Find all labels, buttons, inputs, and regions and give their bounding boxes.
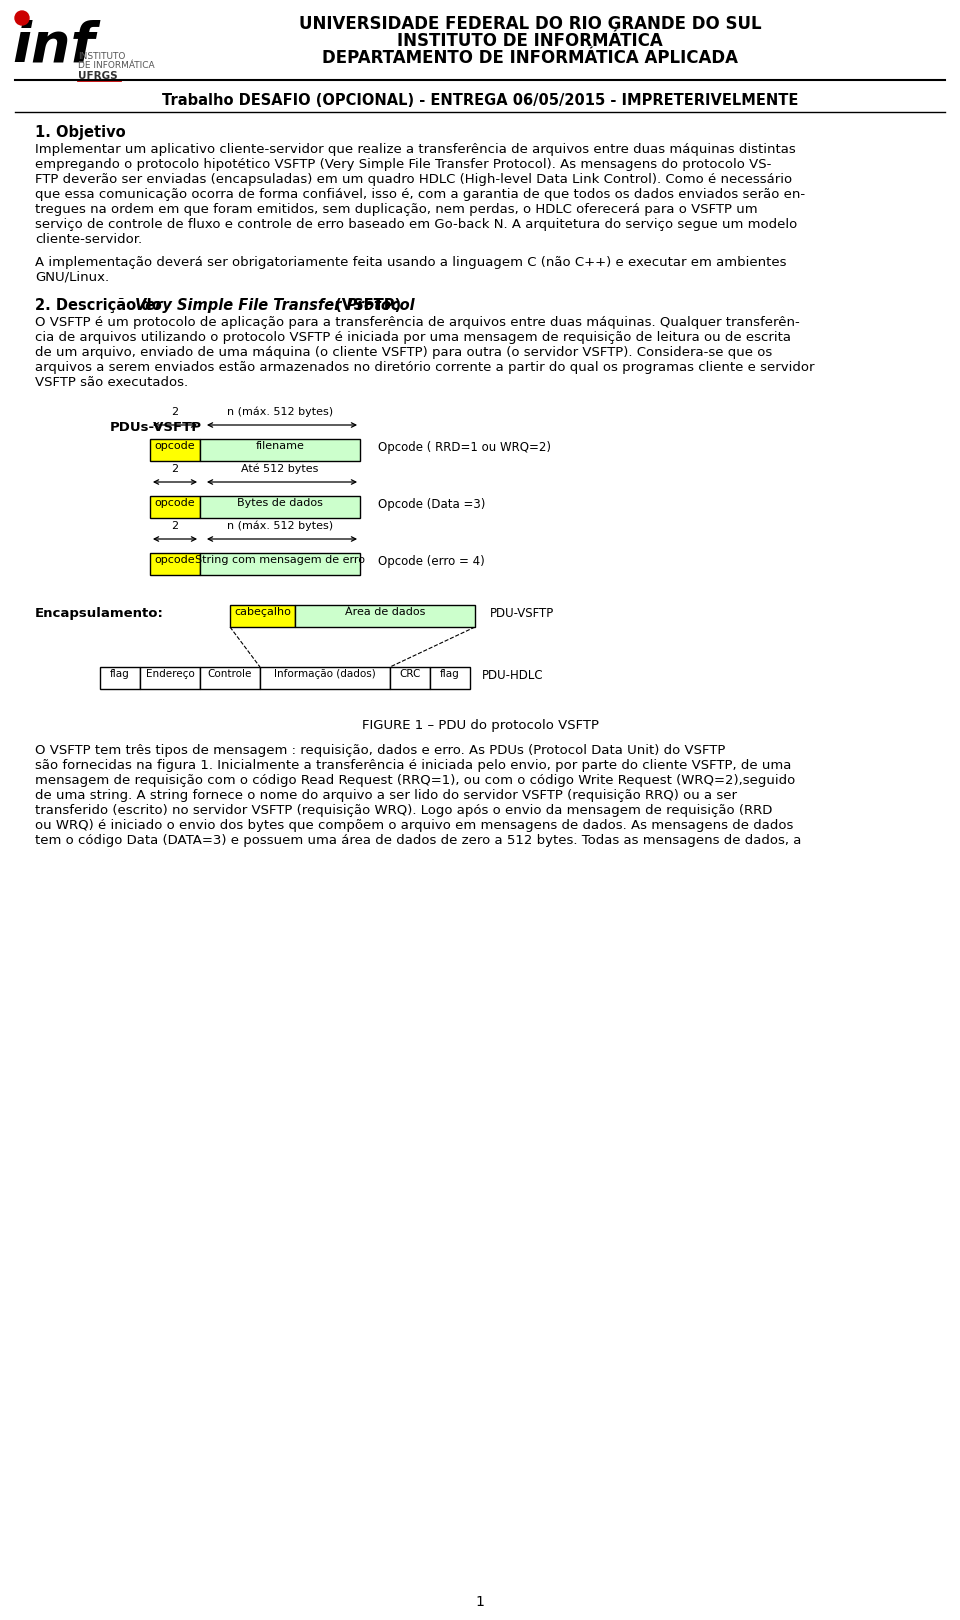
Text: Até 512 bytes: Até 512 bytes — [241, 463, 319, 475]
Text: Área de dados: Área de dados — [345, 608, 425, 617]
Text: cliente-servidor.: cliente-servidor. — [35, 233, 142, 246]
Bar — [140, 667, 200, 688]
Text: cabeçalho: cabeçalho — [234, 608, 291, 617]
Text: Informação (dados): Informação (dados) — [275, 669, 376, 679]
Text: que essa comunicação ocorra de forma confiável, isso é, com a garantia de que to: que essa comunicação ocorra de forma con… — [35, 188, 805, 201]
Text: filename: filename — [255, 441, 304, 450]
Bar — [100, 667, 140, 688]
Bar — [150, 439, 200, 462]
Bar — [150, 496, 200, 518]
Text: tregues na ordem em que foram emitidos, sem duplicação, nem perdas, o HDLC ofere: tregues na ordem em que foram emitidos, … — [35, 202, 757, 215]
Text: String com mensagem de erro: String com mensagem de erro — [195, 556, 365, 565]
Text: Implementar um aplicativo cliente-servidor que realize a transferência de arquiv: Implementar um aplicativo cliente-servid… — [35, 143, 796, 156]
Text: arquivos a serem enviados estão armazenados no diretório corrente a partir do qu: arquivos a serem enviados estão armazena… — [35, 361, 814, 374]
Text: opcode: opcode — [155, 497, 195, 509]
Text: 2: 2 — [172, 407, 179, 416]
Bar — [200, 552, 360, 575]
Bar — [200, 667, 260, 688]
Text: 1. Objetivo: 1. Objetivo — [35, 125, 126, 139]
Text: transferido (escrito) no servidor VSFTP (requisição WRQ). Logo após o envio da m: transferido (escrito) no servidor VSFTP … — [35, 804, 773, 816]
Bar — [230, 604, 295, 627]
Text: Opcode ( RRD=1 ou WRQ=2): Opcode ( RRD=1 ou WRQ=2) — [378, 441, 551, 454]
Text: Controle: Controle — [207, 669, 252, 679]
Text: flag: flag — [440, 669, 460, 679]
Text: PDU-HDLC: PDU-HDLC — [482, 669, 543, 682]
Text: Opcode (erro = 4): Opcode (erro = 4) — [378, 556, 485, 569]
Text: 1: 1 — [475, 1596, 485, 1609]
Text: Very Simple File Transfer Protocol: Very Simple File Transfer Protocol — [135, 298, 415, 313]
Bar — [430, 667, 470, 688]
Text: são fornecidas na figura 1. Inicialmente a transferência é iniciada pelo envio, : são fornecidas na figura 1. Inicialmente… — [35, 760, 791, 773]
Text: DE INFORMÁTICA: DE INFORMÁTICA — [78, 62, 155, 70]
Text: VSFTP são executados.: VSFTP são executados. — [35, 376, 188, 389]
Text: Opcode (Data =3): Opcode (Data =3) — [378, 497, 486, 510]
Text: FTP deverão ser enviadas (encapsuladas) em um quadro HDLC (High-level Data Link : FTP deverão ser enviadas (encapsuladas) … — [35, 173, 792, 186]
Text: 2: 2 — [172, 522, 179, 531]
Text: (VSFTP): (VSFTP) — [330, 298, 401, 313]
Circle shape — [15, 11, 29, 24]
Bar — [150, 552, 200, 575]
Text: 2. Descrição do: 2. Descrição do — [35, 298, 167, 313]
Text: PDU-VSFTP: PDU-VSFTP — [490, 608, 554, 620]
Text: GNU/Linux.: GNU/Linux. — [35, 271, 109, 284]
Text: CRC: CRC — [399, 669, 420, 679]
Bar — [200, 496, 360, 518]
Text: serviço de controle de fluxo e controle de erro baseado em Go-back N. A arquitet: serviço de controle de fluxo e controle … — [35, 219, 797, 232]
Text: empregando o protocolo hipotético VSFTP (Very Simple File Transfer Protocol). As: empregando o protocolo hipotético VSFTP … — [35, 159, 772, 172]
Text: INSTITUTO: INSTITUTO — [78, 52, 126, 62]
Text: opcode: opcode — [155, 441, 195, 450]
Text: Endereço: Endereço — [146, 669, 194, 679]
Bar — [260, 667, 390, 688]
Text: Encapsulamento:: Encapsulamento: — [35, 608, 164, 620]
Text: n (máx. 512 bytes): n (máx. 512 bytes) — [227, 407, 333, 416]
Bar — [390, 667, 430, 688]
Text: 2: 2 — [172, 463, 179, 475]
Text: O VSFTP é um protocolo de aplicação para a transferência de arquivos entre duas : O VSFTP é um protocolo de aplicação para… — [35, 316, 800, 329]
Text: mensagem de requisição com o código Read Request (RRQ=1), ou com o código Write : mensagem de requisição com o código Read… — [35, 774, 795, 787]
Text: cia de arquivos utilizando o protocolo VSFTP é iniciada por uma mensagem de requ: cia de arquivos utilizando o protocolo V… — [35, 330, 791, 343]
Text: inf: inf — [12, 19, 95, 75]
Text: UFRGS: UFRGS — [78, 71, 118, 81]
Text: A implementação deverá ser obrigatoriamente feita usando a linguagem C (não C++): A implementação deverá ser obrigatoriame… — [35, 256, 786, 269]
Text: Bytes de dados: Bytes de dados — [237, 497, 323, 509]
Text: de uma string. A string fornece o nome do arquivo a ser lido do servidor VSFTP (: de uma string. A string fornece o nome d… — [35, 789, 737, 802]
Bar — [295, 604, 475, 627]
Text: DEPARTAMENTO DE INFORMÁTICA APLICADA: DEPARTAMENTO DE INFORMÁTICA APLICADA — [322, 49, 738, 66]
Text: tem o código Data (DATA=3) e possuem uma área de dados de zero a 512 bytes. Toda: tem o código Data (DATA=3) e possuem uma… — [35, 834, 802, 847]
Text: opcode: opcode — [155, 556, 195, 565]
Bar — [200, 439, 360, 462]
Text: Trabalho DESAFIO (OPCIONAL) - ENTREGA 06/05/2015 - IMPRETERIVELMENTE: Trabalho DESAFIO (OPCIONAL) - ENTREGA 06… — [162, 92, 798, 109]
Text: n (máx. 512 bytes): n (máx. 512 bytes) — [227, 520, 333, 531]
Text: FIGURE 1 – PDU do protocolo VSFTP: FIGURE 1 – PDU do protocolo VSFTP — [362, 719, 598, 732]
Text: PDUs-VSFTP: PDUs-VSFTP — [110, 421, 202, 434]
Text: INSTITUTO DE INFORMÁTICA: INSTITUTO DE INFORMÁTICA — [397, 32, 662, 50]
Text: UNIVERSIDADE FEDERAL DO RIO GRANDE DO SUL: UNIVERSIDADE FEDERAL DO RIO GRANDE DO SU… — [299, 15, 761, 32]
Text: flag: flag — [110, 669, 130, 679]
Text: ou WRQ) é iniciado o envio dos bytes que compõem o arquivo em mensagens de dados: ou WRQ) é iniciado o envio dos bytes que… — [35, 820, 793, 833]
Text: O VSFTP tem três tipos de mensagem : requisição, dados e erro. As PDUs (Protocol: O VSFTP tem três tipos de mensagem : req… — [35, 744, 726, 757]
Text: de um arquivo, enviado de uma máquina (o cliente VSFTP) para outra (o servidor V: de um arquivo, enviado de uma máquina (o… — [35, 347, 772, 360]
